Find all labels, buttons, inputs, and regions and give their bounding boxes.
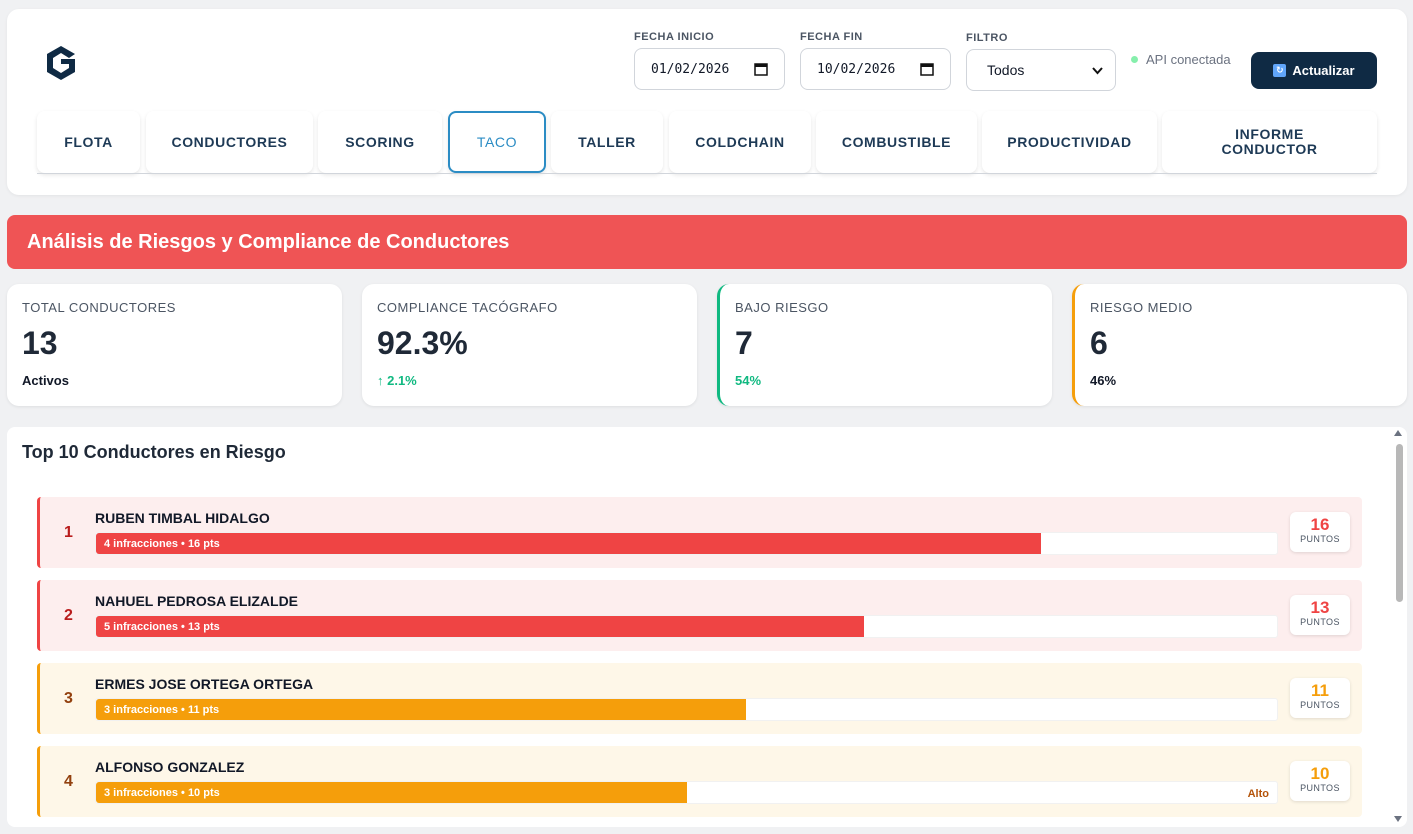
fecha-inicio-value: 01/02/2026 <box>651 61 730 77</box>
driver-name: ERMES JOSE ORTEGA ORTEGA <box>95 676 314 692</box>
company-logo <box>47 46 75 80</box>
calendar-icon[interactable] <box>920 62 934 76</box>
risk-bar-fill: 3 infracciones • 10 pts <box>96 782 687 803</box>
refresh-button-label: Actualizar <box>1292 63 1355 78</box>
points-value: 13 <box>1310 598 1330 617</box>
tab-taller[interactable]: TALLER <box>551 111 663 173</box>
points-label: PUNTOS <box>1300 783 1340 793</box>
tab-label: INFORME CONDUCTOR <box>1221 126 1318 157</box>
scroll-up-arrow-icon[interactable] <box>1394 430 1402 436</box>
risk-rank: 2 <box>64 607 73 624</box>
kpi-value: 92.3% <box>377 325 468 361</box>
tab-label: FLOTA <box>64 133 113 150</box>
points-value: 10 <box>1310 764 1330 783</box>
risk-bar-text: 3 infracciones • 10 pts <box>104 786 220 799</box>
kpi-label: COMPLIANCE TACÓGRAFO <box>377 300 558 315</box>
calendar-icon[interactable] <box>754 62 768 76</box>
risk-list-title: Top 10 Conductores en Riesgo <box>22 442 286 462</box>
refresh-icon: ↻ <box>1273 64 1287 77</box>
points-badge: 13 PUNTOS <box>1290 595 1350 635</box>
risk-bar-track: 3 infracciones • 11 pts <box>95 698 1278 721</box>
api-status: API conectada <box>1131 52 1231 67</box>
risk-bar-fill: 5 infracciones • 13 pts <box>96 616 864 637</box>
risk-row[interactable]: 3 ERMES JOSE ORTEGA ORTEGA 3 infraccione… <box>37 663 1362 734</box>
risk-row[interactable]: 1 RUBEN TIMBAL HIDALGO 4 infracciones • … <box>37 497 1362 568</box>
risk-bar-track: 3 infracciones • 10 pts Alto <box>95 781 1278 804</box>
tab-scoring[interactable]: SCORING <box>318 111 442 173</box>
kpi-label: BAJO RIESGO <box>735 300 829 315</box>
driver-name: NAHUEL PEDROSA ELIZALDE <box>95 593 299 609</box>
points-label: PUNTOS <box>1300 700 1340 710</box>
tab-combustible[interactable]: COMBUSTIBLE <box>816 111 977 173</box>
scroll-down-arrow-icon[interactable] <box>1394 816 1402 822</box>
points-label: PUNTOS <box>1300 534 1340 544</box>
tab-coldchain[interactable]: COLDCHAIN <box>669 111 811 173</box>
tab-label: SCORING <box>345 133 415 150</box>
filtro-select[interactable]: Todos <box>966 49 1116 91</box>
chevron-down-icon <box>1092 67 1103 75</box>
kpi-label: RIESGO MEDIO <box>1090 300 1193 315</box>
api-status-text: API conectada <box>1146 52 1231 67</box>
tab-label: TALLER <box>578 133 636 150</box>
risk-bar-text: 4 infracciones • 16 pts <box>104 537 220 550</box>
kpi-trend: ↑ 2.1% <box>377 373 417 388</box>
kpi-card-compliance-tacografo: COMPLIANCE TACÓGRAFO 92.3% ↑ 2.1% <box>362 284 697 406</box>
kpi-value: 13 <box>22 325 58 361</box>
fecha-inicio-input[interactable]: 01/02/2026 <box>634 48 785 90</box>
kpi-value: 7 <box>735 325 753 361</box>
risk-level-label: Alto <box>1247 788 1269 800</box>
filtro-label: FILTRO <box>966 32 1008 44</box>
driver-name: RUBEN TIMBAL HIDALGO <box>95 510 270 526</box>
kpi-subtext: Activos <box>22 373 69 388</box>
kpi-subtext: 54% <box>735 373 762 388</box>
tab-taco[interactable]: TACO <box>448 111 546 173</box>
status-dot-icon <box>1131 56 1138 63</box>
tab-flota[interactable]: FLOTA <box>37 111 140 173</box>
kpi-card-riesgo-medio: RIESGO MEDIO 6 46% <box>1072 284 1407 406</box>
points-badge: 10 PUNTOS <box>1290 761 1350 801</box>
risk-bar-fill: 4 infracciones • 16 pts <box>96 533 1041 554</box>
kpi-card-total-conductores: TOTAL CONDUCTORES 13 Activos <box>7 284 342 406</box>
tab-label: COMBUSTIBLE <box>841 133 952 150</box>
risk-bar-text: 5 infracciones • 13 pts <box>104 620 220 633</box>
fecha-fin-label: FECHA FIN <box>800 31 863 43</box>
tabs-divider <box>37 173 1377 174</box>
section-banner: Análisis de Riesgos y Compliance de Cond… <box>7 215 1407 269</box>
section-title: Análisis de Riesgos y Compliance de Cond… <box>27 230 510 253</box>
kpi-label: TOTAL CONDUCTORES <box>22 300 176 315</box>
risk-rank: 3 <box>64 690 73 707</box>
points-badge: 16 PUNTOS <box>1290 512 1350 552</box>
tab-label: COLDCHAIN <box>695 133 785 150</box>
kpi-value: 6 <box>1090 325 1108 361</box>
risk-bar-track: 5 infracciones • 13 pts <box>95 615 1278 638</box>
filtro-value: Todos <box>987 62 1025 78</box>
risk-bar-text: 3 infracciones • 11 pts <box>104 703 220 716</box>
tab-label: CONDUCTORES <box>171 133 288 150</box>
fecha-inicio-label: FECHA INICIO <box>634 31 715 43</box>
tab-label: PRODUCTIVIDAD <box>1007 133 1132 150</box>
fecha-fin-value: 10/02/2026 <box>817 61 896 77</box>
kpi-card-bajo-riesgo: BAJO RIESGO 7 54% <box>717 284 1052 406</box>
points-value: 16 <box>1310 515 1330 534</box>
tab-label: TACO <box>476 133 518 150</box>
risk-rank: 4 <box>64 773 73 790</box>
tab-productividad[interactable]: PRODUCTIVIDAD <box>982 111 1157 173</box>
points-value: 11 <box>1311 681 1329 700</box>
risk-row[interactable]: 2 NAHUEL PEDROSA ELIZALDE 5 infracciones… <box>37 580 1362 651</box>
refresh-button[interactable]: ↻ Actualizar <box>1251 52 1377 89</box>
header-card: FECHA INICIO 01/02/2026 FECHA FIN 10/02/… <box>7 9 1407 195</box>
points-label: PUNTOS <box>1300 617 1340 627</box>
driver-name: ALFONSO GONZALEZ <box>95 759 245 775</box>
risk-bar-track: 4 infracciones • 16 pts <box>95 532 1278 555</box>
kpi-subtext: 46% <box>1090 373 1117 388</box>
risk-list-panel: Top 10 Conductores en Riesgo 1 RUBEN TIM… <box>7 427 1407 827</box>
fecha-fin-input[interactable]: 10/02/2026 <box>800 48 951 90</box>
tab-conductores[interactable]: CONDUCTORES <box>146 111 313 173</box>
points-badge: 11 PUNTOS <box>1290 678 1350 718</box>
risk-bar-fill: 3 infracciones • 11 pts <box>96 699 746 720</box>
scrollbar-thumb[interactable] <box>1396 444 1403 602</box>
tab-informe-conductor[interactable]: INFORME CONDUCTOR <box>1162 111 1377 173</box>
risk-row[interactable]: 4 ALFONSO GONZALEZ 3 infracciones • 10 p… <box>37 746 1362 817</box>
risk-rank: 1 <box>64 524 73 541</box>
